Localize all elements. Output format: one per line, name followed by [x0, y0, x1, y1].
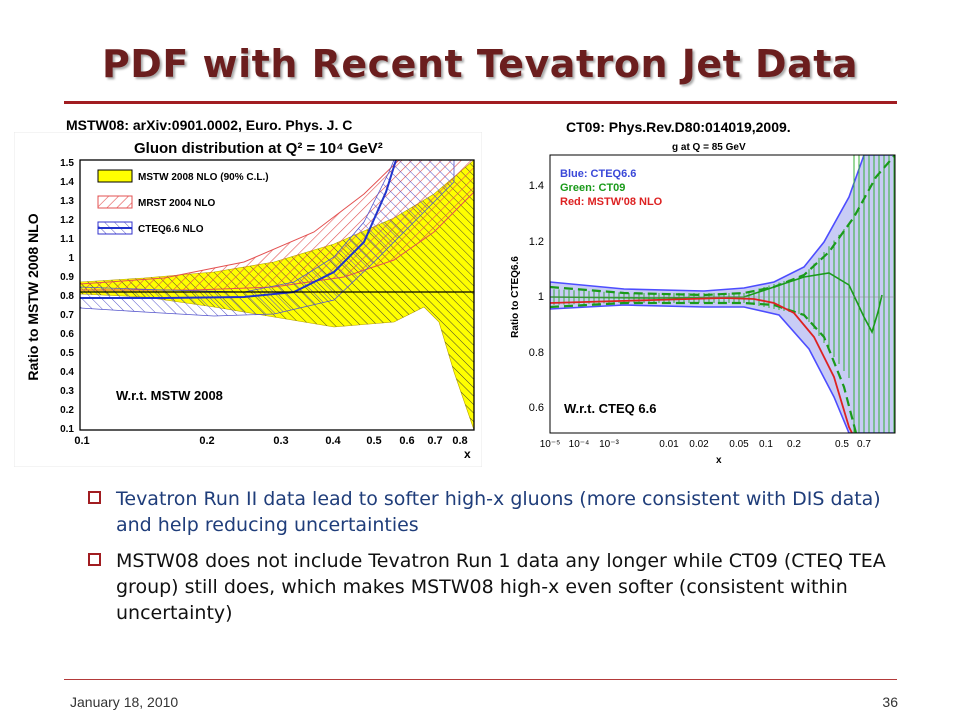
right-ytick: 1.4: [529, 180, 544, 192]
left-plot-caption: MSTW08: arXiv:0901.0002, Euro. Phys. J. …: [66, 117, 353, 133]
left-y-ticks: 1.5 1.4 1.3 1.2 1.1 1 0.9 0.8 0.7 0.6 0.…: [60, 158, 74, 435]
left-ytick: 0.8: [60, 291, 74, 302]
left-xtick: 0.8: [452, 435, 467, 447]
left-xtick: 0.1: [74, 435, 89, 447]
right-annotation: W.r.t. CTEQ 6.6: [564, 401, 656, 416]
footer-rule: [64, 679, 897, 680]
right-xtick: 0.01: [659, 439, 679, 450]
square-bullet-icon: [88, 553, 101, 566]
left-xtick: 0.5: [366, 435, 381, 447]
left-legend: MSTW 2008 NLO (90% C.L.) MRST 2004 NLO C…: [97, 169, 269, 235]
left-chart: Gluon distribution at Q² = 10⁴ GeV² MSTW…: [14, 132, 482, 467]
left-ytick: 0.6: [60, 329, 74, 340]
ct09-upper-line: [550, 155, 895, 297]
left-xtick: 0.4: [325, 435, 341, 447]
right-y-label: Ratio to CTEQ6.6: [510, 256, 521, 338]
left-ytick: 0.4: [60, 367, 74, 378]
right-plot-caption: CT09: Phys.Rev.D80:014019,2009.: [566, 119, 791, 135]
left-ytick: 0.7: [60, 310, 74, 321]
left-ytick: 1.2: [60, 215, 74, 226]
right-xtick: 0.2: [787, 439, 801, 450]
right-xtick: 10⁻⁴: [569, 439, 590, 450]
right-chart: g at Q = 85 GeV Blue: CTEQ6.6 Green: CT0…: [504, 137, 900, 467]
left-x-ticks: 0.1 0.2 0.3 0.4 0.5 0.6 0.7 0.8: [74, 435, 467, 447]
right-ytick: 0.6: [529, 402, 544, 414]
left-ytick: 0.5: [60, 348, 74, 359]
left-ytick: 0.9: [60, 272, 74, 283]
left-chart-title: Gluon distribution at Q² = 10⁴ GeV²: [134, 140, 383, 157]
footer-page-number: 36: [882, 694, 898, 710]
square-bullet-icon: [88, 491, 101, 504]
footer-date: January 18, 2010: [70, 694, 179, 710]
right-ytick: 0.8: [529, 347, 544, 359]
right-legend-ct09: Green: CT09: [560, 182, 625, 194]
left-ytick: 1: [68, 253, 74, 264]
title-rule: [64, 101, 897, 104]
right-xtick: 0.1: [759, 439, 773, 450]
left-ytick: 1.4: [60, 177, 74, 188]
cteq-band: [80, 160, 455, 317]
cteq-central-line: [80, 160, 397, 299]
left-annotation: W.r.t. MSTW 2008: [116, 388, 223, 403]
right-ytick: 1: [538, 291, 544, 303]
left-ytick: 1.5: [60, 158, 74, 169]
left-legend-mrst: MRST 2004 NLO: [138, 198, 215, 209]
mstw08-line: [550, 297, 853, 433]
bullet-list: Tevatron Run II data lead to softer high…: [88, 486, 920, 636]
left-xtick: 0.6: [399, 435, 414, 447]
left-ytick: 0.1: [60, 424, 74, 435]
right-xtick: 0.02: [689, 439, 709, 450]
right-xtick: 10⁻⁵: [540, 439, 561, 450]
ct09-lower-line: [550, 301, 858, 433]
left-xtick: 0.2: [199, 435, 214, 447]
bullet-text-1: Tevatron Run II data lead to softer high…: [116, 488, 881, 536]
left-xtick: 0.7: [427, 435, 442, 447]
left-ytick: 0.2: [60, 405, 74, 416]
right-x-label: x: [716, 455, 722, 466]
left-xtick: 0.3: [273, 435, 288, 447]
left-x-label: x: [464, 447, 471, 461]
bullet-item-1: Tevatron Run II data lead to softer high…: [88, 486, 920, 538]
ct09-central-line: [550, 272, 883, 335]
left-ytick: 1.3: [60, 196, 74, 207]
right-xtick: 0.05: [729, 439, 749, 450]
right-chart-title: g at Q = 85 GeV: [672, 142, 746, 153]
slide-title: PDF with Recent Tevatron Jet Data: [101, 42, 859, 86]
right-xtick: 0.5: [835, 439, 849, 450]
right-legend-mstw08: Red: MSTW'08 NLO: [560, 196, 663, 208]
right-xtick: 0.7: [857, 439, 871, 450]
left-ytick: 0.3: [60, 386, 74, 397]
left-ytick: 1.1: [60, 234, 74, 245]
right-y-ticks: 1.4 1.2 1 0.8 0.6: [529, 180, 544, 414]
left-legend-mstw: MSTW 2008 NLO (90% C.L.): [138, 172, 269, 183]
right-legend: Blue: CTEQ6.6 Green: CT09 Red: MSTW'08 N…: [560, 168, 663, 208]
right-legend-cteq66: Blue: CTEQ6.6: [560, 168, 636, 180]
bullet-text-2: MSTW08 does not include Tevatron Run 1 d…: [116, 550, 886, 624]
left-legend-cteq: CTEQ6.6 NLO: [138, 224, 204, 235]
right-xtick: 10⁻³: [599, 439, 619, 450]
right-ytick: 1.2: [529, 236, 544, 248]
left-y-label: Ratio to MSTW 2008 NLO: [25, 213, 41, 380]
bullet-item-2: MSTW08 does not include Tevatron Run 1 d…: [88, 548, 920, 626]
right-x-ticks: 10⁻⁵ 10⁻⁴ 10⁻³ 0.01 0.02 0.05 0.1 0.2 0.…: [540, 439, 872, 450]
